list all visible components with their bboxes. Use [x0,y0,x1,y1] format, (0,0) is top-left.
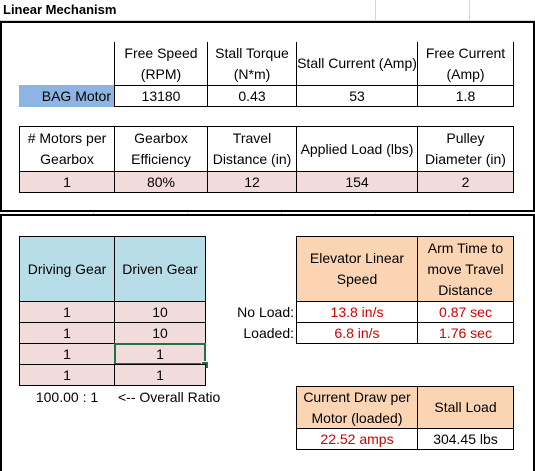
loaded-label: Loaded: [243,324,294,341]
gearbox-efficiency-cell[interactable]: 80% [114,171,208,193]
travel-distance-cell[interactable]: 12 [207,171,297,193]
header-stall-current[interactable]: Stall Current (Amp) [296,42,417,85]
no-load-time-cell[interactable]: 0.87 sec [417,301,514,323]
header-pulley-diameter[interactable]: Pulley Diameter (in) [417,126,514,172]
motor-name-cell[interactable]: BAG Motor [19,85,114,107]
free-current-cell[interactable]: 1.8 [417,85,514,107]
driving-gear-1[interactable]: 1 [19,301,115,323]
header-free-current[interactable]: Free Current (Amp) [417,42,514,85]
header-applied-load[interactable]: Applied Load (lbs) [296,126,418,172]
driven-gear-3-selected[interactable]: 1 [114,343,206,365]
driven-gear-4[interactable]: 1 [114,364,206,386]
header-free-speed[interactable]: Free Speed (RPM) [114,42,207,85]
no-load-label: No Load: [237,303,294,320]
driving-gear-4[interactable]: 1 [19,364,115,386]
motors-per-gearbox-cell[interactable]: 1 [19,171,115,193]
driving-gear-2[interactable]: 1 [19,322,115,344]
pulley-diameter-cell[interactable]: 2 [417,171,514,193]
header-driving-gear[interactable]: Driving Gear [19,236,115,302]
loaded-time-cell[interactable]: 1.76 sec [417,322,514,344]
header-stall-torque[interactable]: Stall Torque (N*m) [207,42,296,85]
header-gearbox-efficiency[interactable]: Gearbox Efficiency [114,126,208,172]
driving-gear-3[interactable]: 1 [19,343,115,365]
applied-load-cell[interactable]: 154 [296,171,418,193]
header-current-draw[interactable]: Current Draw per Motor (loaded) [296,386,418,429]
free-speed-cell[interactable]: 13180 [114,85,208,107]
header-travel-distance[interactable]: Travel Distance (in) [207,126,297,172]
motor-panel: Free Speed (RPM) Stall Torque (N*m) Stal… [0,21,535,212]
driven-gear-1[interactable]: 10 [114,301,206,323]
header-arm-time[interactable]: Arm Time to move Travel Distance [417,236,514,302]
stall-torque-cell[interactable]: 0.43 [207,85,297,107]
driven-gear-2[interactable]: 10 [114,322,206,344]
header-driven-gear[interactable]: Driven Gear [114,236,206,302]
stall-load-cell[interactable]: 304.45 lbs [417,428,514,450]
stall-current-cell[interactable]: 53 [296,85,418,107]
gear-panel: Driving Gear Driven Gear 1 10 1 10 1 1 1… [0,214,535,471]
overall-ratio-label: <-- Overall Ratio [118,388,221,405]
header-motors-per-gearbox[interactable]: # Motors per Gearbox [19,126,115,172]
sheet-title: Linear Mechanism [0,0,303,20]
header-elevator-linear-speed[interactable]: Elevator Linear Speed [296,236,418,302]
no-load-speed-cell[interactable]: 13.8 in/s [296,301,418,323]
overall-ratio-value[interactable]: 100.00 : 1 [35,388,99,405]
header-stall-load[interactable]: Stall Load [417,386,514,429]
current-draw-cell[interactable]: 22.52 amps [296,428,418,450]
loaded-speed-cell[interactable]: 6.8 in/s [296,322,418,344]
